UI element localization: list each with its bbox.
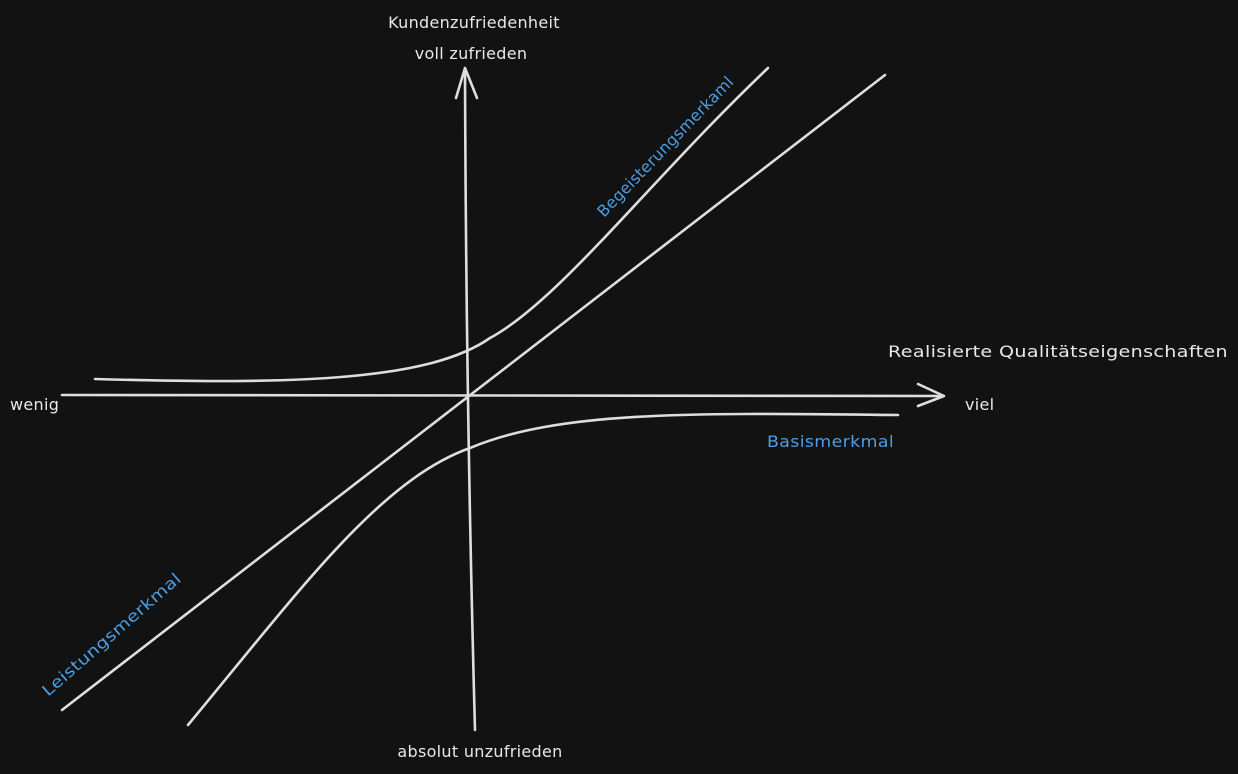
basic-curve <box>186 412 900 727</box>
excitement-curve <box>93 66 770 383</box>
performance-curve-label: Leistungsmerkmal <box>38 569 185 700</box>
x-axis-right-label: viel <box>965 395 994 414</box>
performance-curve <box>60 73 887 712</box>
x-axis-left-label: wenig <box>10 395 59 414</box>
y-axis-bottom-label: absolut unzufrieden <box>397 742 562 761</box>
x-axis-line <box>60 393 944 398</box>
y-axis-arrowhead <box>454 66 479 100</box>
x-axis-arrowhead <box>916 382 946 408</box>
y-axis-line <box>463 68 477 732</box>
basic-curve-label: Basismerkmal <box>767 432 894 451</box>
excitement-curve-label: Begeisterungsmerkaml <box>593 72 737 220</box>
y-axis-title: Kundenzufriedenheit <box>388 13 560 32</box>
y-axis-top-label: voll zufrieden <box>415 44 528 63</box>
x-axis-title: Realisierte Qualitätseigenschaften <box>888 342 1228 361</box>
